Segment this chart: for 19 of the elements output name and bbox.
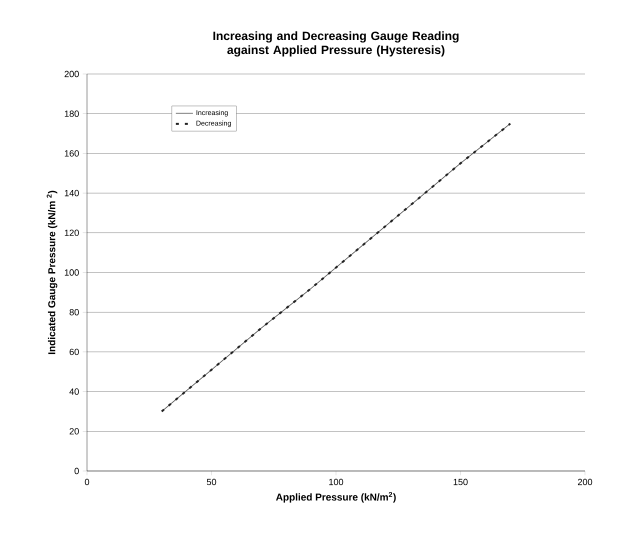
x-tick-label: 100 <box>329 478 344 486</box>
y-tick-label: 140 <box>64 190 79 196</box>
y-tick-label: 160 <box>64 150 79 157</box>
y-tick-label: 80 <box>70 309 79 316</box>
x-tick-label: 50 <box>206 478 216 486</box>
x-axis-title: Applied Pressure (kN/m$^{2}$) <box>276 492 396 503</box>
y-tick-label: 180 <box>64 110 79 117</box>
x-tick-label: 200 <box>578 478 592 486</box>
y-tick-label: 0 <box>74 468 79 474</box>
y-tick-label: 60 <box>70 348 79 356</box>
y-tick-label: 200 <box>64 70 79 78</box>
chart-title: Increasing and Decreasing Gauge Reading against Applied Pressure (Hysteresis) <box>213 31 459 57</box>
y-tick-label: 120 <box>64 230 79 236</box>
y-tick-label: 40 <box>69 388 79 395</box>
y-tick-label: 100 <box>64 269 79 276</box>
x-tick-label: 0 <box>84 478 90 486</box>
x-tick-label: 150 <box>454 478 468 486</box>
y-axis-title: Indicated Gauge Pressure (kN/m $^{2}$) <box>46 190 58 354</box>
y-tick-label: 20 <box>70 428 79 434</box>
